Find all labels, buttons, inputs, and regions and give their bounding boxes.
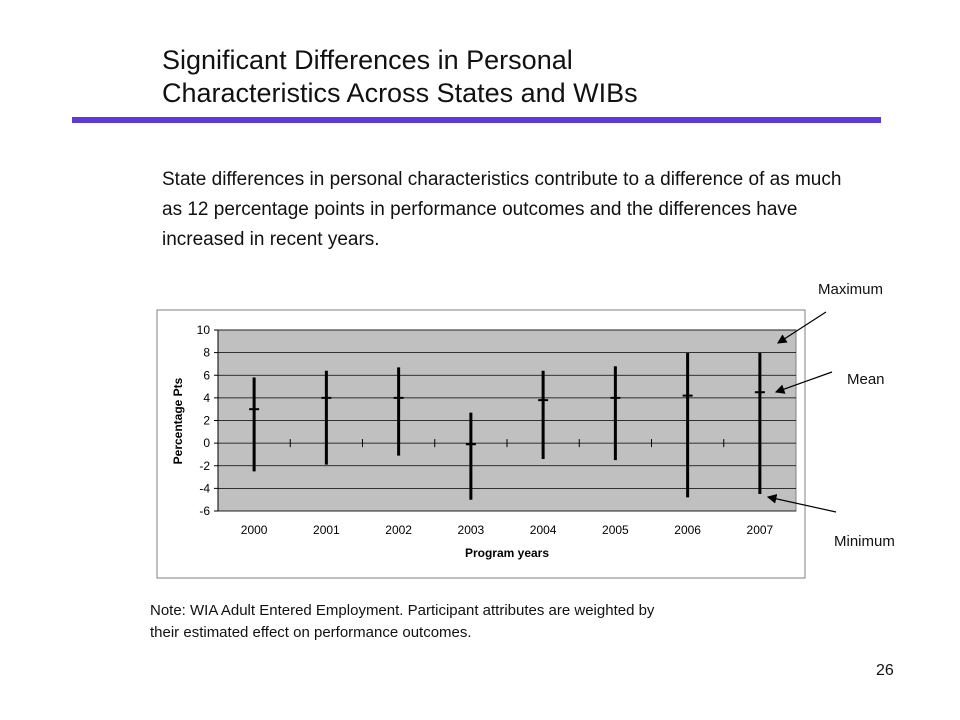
y-tick-label: 0 — [203, 436, 210, 450]
x-tick-label: 2002 — [385, 523, 412, 537]
chart-note-line-1: Note: WIA Adult Entered Employment. Part… — [150, 602, 655, 619]
y-tick-label: -6 — [199, 504, 210, 518]
x-tick-label: 2007 — [747, 523, 774, 537]
y-tick-label: 4 — [203, 391, 210, 405]
y-tick-label: 10 — [197, 323, 211, 337]
y-tick-label: -2 — [199, 459, 210, 473]
maximum-arrow — [776, 311, 827, 344]
x-tick-label: 2006 — [674, 523, 701, 537]
y-tick-label: 8 — [203, 346, 210, 360]
y-axis-label: Percentage Pts — [171, 377, 185, 464]
title-underline — [72, 117, 881, 123]
y-tick-label: 6 — [203, 368, 210, 382]
minimum-callout: Minimum — [834, 533, 895, 550]
x-tick-label: 2003 — [458, 523, 485, 537]
page-number: 26 — [876, 662, 894, 679]
slide-title: Significant Differences in Personal Char… — [162, 44, 862, 110]
minimum-arrow — [766, 494, 837, 513]
slide-body-text: State differences in personal characteri… — [162, 169, 842, 250]
y-tick-label: -4 — [199, 481, 210, 495]
maximum-callout: Maximum — [818, 281, 884, 298]
x-axis-label: Program years — [465, 546, 549, 560]
x-tick-label: 2000 — [241, 523, 268, 537]
mean-arrow — [774, 371, 833, 394]
y-tick-label: 2 — [203, 414, 210, 428]
mean-callout: Mean — [847, 371, 885, 388]
chart-note: Note: WIA Adult Entered Employment. Part… — [150, 600, 810, 644]
chart-note-line-2: their estimated effect on performance ou… — [150, 624, 472, 641]
x-tick-label: 2001 — [313, 523, 340, 537]
slide-title-line-1: Significant Differences in Personal — [162, 45, 573, 75]
x-tick-label: 2005 — [602, 523, 629, 537]
slide-title-line-2: Characteristics Across States and WIBs — [162, 78, 638, 108]
x-tick-label: 2004 — [530, 523, 557, 537]
